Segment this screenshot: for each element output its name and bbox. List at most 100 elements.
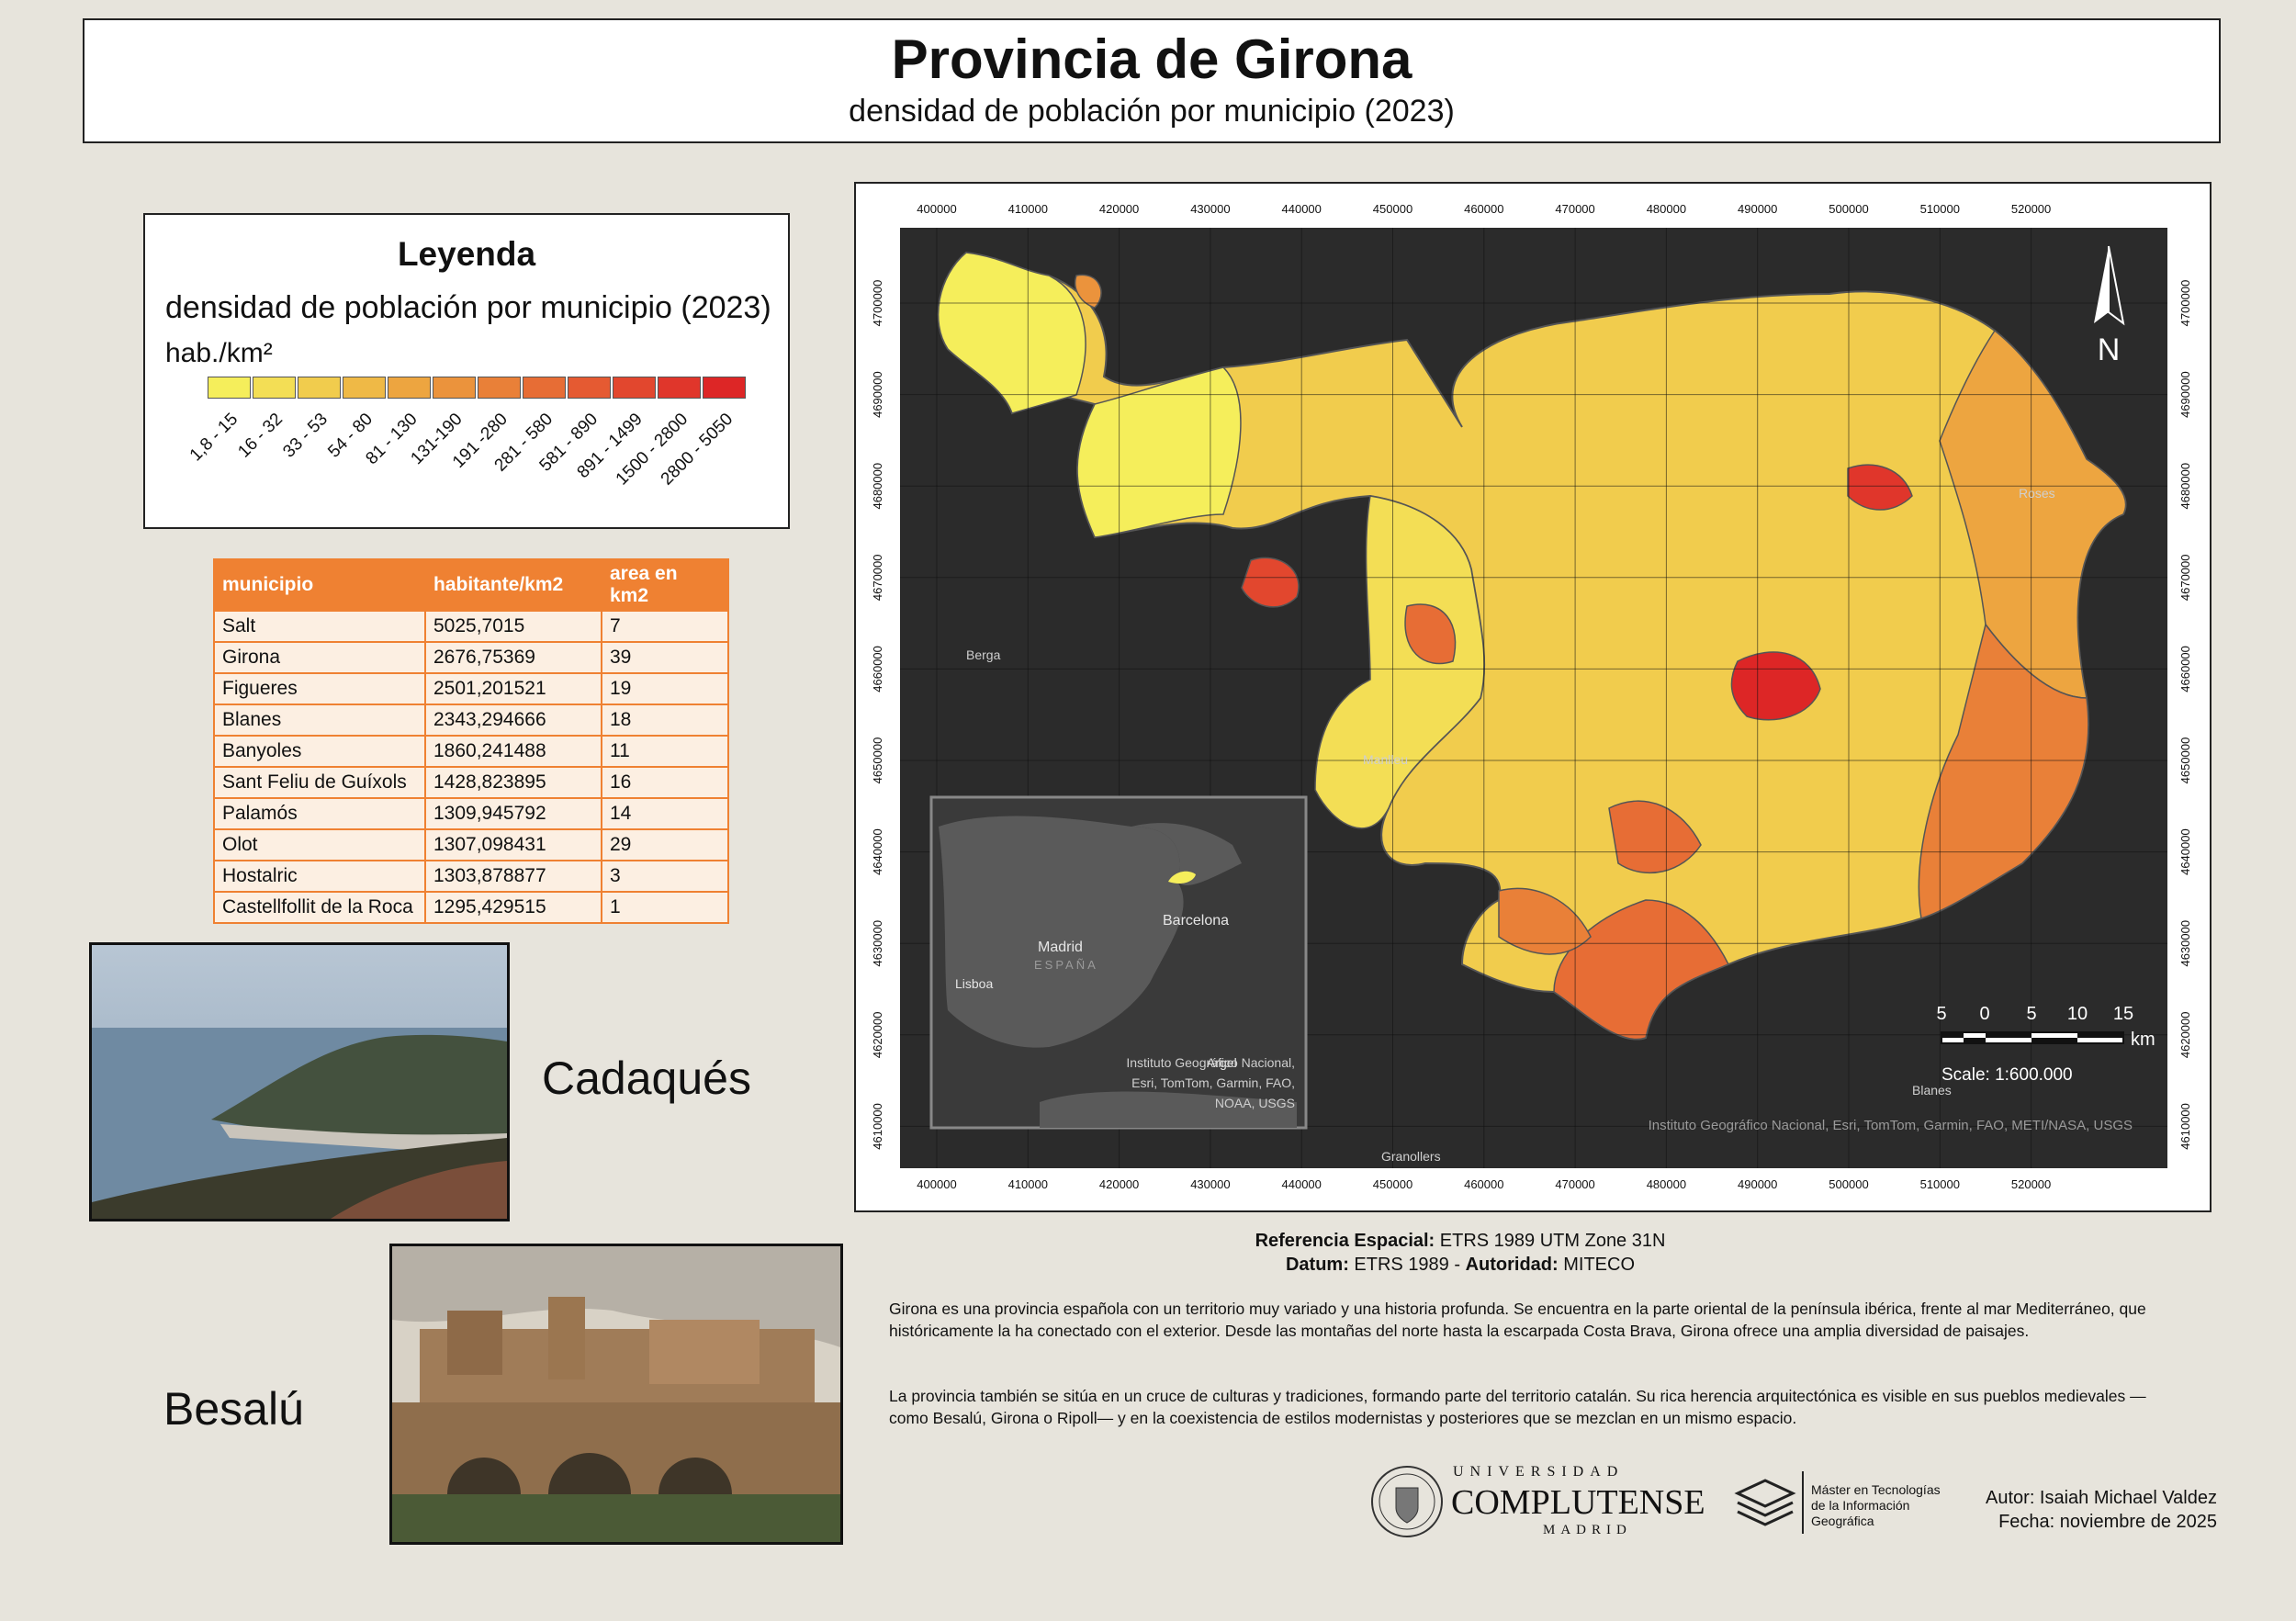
- table-cell: 3: [601, 860, 729, 893]
- table-row: Olot 1307,098431 29: [213, 828, 729, 861]
- master-line-2: de la Información: [1811, 1498, 1910, 1513]
- datum-label: Datum:: [1285, 1255, 1349, 1275]
- inset-map: Madrid ESPAÑA Lisboa Barcelona Argel Ins…: [929, 795, 1308, 1130]
- scale-text: Scale: 1:600.000: [1941, 1065, 2073, 1085]
- x-tick-label: 510000: [1920, 202, 1960, 216]
- legend-unit: hab./km²: [165, 338, 273, 368]
- table-cell: 1307,098431: [424, 828, 602, 861]
- datum-value: ETRS 1989 -: [1348, 1255, 1466, 1275]
- y-tick-label: 4690000: [871, 371, 884, 418]
- table-cell: 1295,429515: [424, 891, 602, 924]
- density-map[interactable]: 400000 400000 410000 410000 420000 420000 4300…: [856, 184, 2210, 1210]
- table-row: Hostalric 1303,878877 3: [213, 860, 729, 893]
- coordinate-grid: [900, 228, 2167, 1168]
- y-tick-label: 4620000: [871, 1011, 884, 1058]
- legend-class-label: 33 - 53: [279, 410, 332, 462]
- scale-tick-label: 10: [2067, 1004, 2088, 1024]
- inset-label-lisboa: Lisboa: [955, 976, 993, 991]
- description-paragraph-2: La provincia también se sitúa en un cruc…: [889, 1387, 2146, 1427]
- x-tick-label: 460000: [1464, 1177, 1503, 1191]
- x-tick-label: 520000: [2011, 1177, 2051, 1191]
- place-label: Berga: [966, 647, 1001, 662]
- legend-swatch: [208, 377, 251, 399]
- table-cell: 1303,878877: [424, 860, 602, 893]
- besalu-label: Besalú: [163, 1383, 304, 1435]
- map-attribution: Instituto Geográfico Nacional, Esri, Tom…: [1649, 1118, 2133, 1133]
- column-header: habitante/km2: [424, 558, 602, 612]
- table-cell: 29: [601, 828, 729, 861]
- cadaques-photo: [89, 942, 510, 1221]
- spatial-reference: Referencia Espacial: ETRS 1989 UTM Zone …: [1102, 1229, 1818, 1277]
- reference-label: Referencia Espacial:: [1255, 1231, 1435, 1251]
- y-tick-label: 4700000: [871, 280, 884, 327]
- y-tick-label: 4660000: [871, 646, 884, 692]
- x-tick-label: 510000: [1920, 1177, 1960, 1191]
- x-tick-label: 460000: [1464, 202, 1503, 216]
- x-tick-label: 480000: [1647, 1177, 1686, 1191]
- master-line-1: Máster en Tecnologías: [1811, 1482, 1941, 1497]
- page-title: Provincia de Girona: [891, 28, 1412, 90]
- municipio-table: municipio habitante/km2 area en km2 Salt…: [213, 558, 729, 924]
- master-line-3: Geográfica: [1811, 1514, 1874, 1528]
- y-tick-label: 4700000: [2178, 280, 2192, 327]
- credits: Autor: Isaiah Michael Valdez Fecha: novi…: [1986, 1486, 2217, 1534]
- inset-label-espana: ESPAÑA: [1034, 958, 1098, 972]
- authority-label: Autoridad:: [1465, 1255, 1559, 1275]
- besalu-photo: [389, 1244, 843, 1545]
- scale-tick-label: 5: [2026, 1004, 2036, 1024]
- x-tick-label: 490000: [1738, 1177, 1777, 1191]
- page-subtitle: densidad de población por municipio (202…: [849, 94, 1455, 129]
- table-cell: Banyoles: [213, 735, 426, 768]
- scale-tick-label: 5: [1936, 1004, 1946, 1024]
- table-cell: 1428,823895: [424, 766, 602, 799]
- scale-tick-label: 0: [1979, 1004, 1989, 1024]
- x-tick-label: 400000: [917, 202, 956, 216]
- table-row: Banyoles 1860,241488 11: [213, 735, 729, 768]
- x-tick-label: 410000: [1008, 1177, 1048, 1191]
- map-frame: 400000 400000 410000 410000 420000 420000 4300…: [854, 182, 2212, 1212]
- legend-swatch: [298, 377, 341, 399]
- inset-label-barcelona: Barcelona: [1163, 913, 1229, 929]
- ucm-top-text: UNIVERSIDAD: [1453, 1464, 1625, 1480]
- north-label: N: [2098, 332, 2121, 367]
- table-cell: 14: [601, 797, 729, 830]
- besalu-image: [392, 1246, 840, 1542]
- ucm-logo: UNIVERSIDAD COMPLUTENSE MADRID: [1368, 1460, 1705, 1543]
- table-cell: 5025,7015: [424, 610, 602, 643]
- y-tick-label: 4670000: [2178, 554, 2192, 601]
- x-tick-label: 490000: [1738, 202, 1777, 216]
- authority-value: MITECO: [1558, 1255, 1636, 1275]
- legend-swatch: [523, 377, 566, 399]
- x-tick-label: 520000: [2011, 202, 2051, 216]
- description-paragraph-1: Girona es una provincia española con un …: [889, 1300, 2146, 1340]
- place-label: Granollers: [1381, 1149, 1441, 1164]
- layers-icon: [1734, 1479, 1796, 1526]
- legend-swatch: [568, 377, 611, 399]
- legend-swatch: [658, 377, 701, 399]
- x-tick-label: 450000: [1373, 202, 1412, 216]
- x-tick-label: 440000: [1282, 1177, 1322, 1191]
- ucm-bottom-text: MADRID: [1543, 1523, 1632, 1537]
- table-cell: 1860,241488: [424, 735, 602, 768]
- table-cell: 39: [601, 641, 729, 674]
- column-header: municipio: [213, 558, 426, 612]
- x-tick-label: 470000: [1555, 1177, 1594, 1191]
- date: Fecha: noviembre de 2025: [1998, 1512, 2217, 1532]
- inset-attribution-3: NOAA, USGS: [1215, 1096, 1295, 1110]
- cadaques-label: Cadaqués: [542, 1053, 751, 1104]
- table-row: Sant Feliu de Guíxols 1428,823895 16: [213, 766, 729, 799]
- y-tick-label: 4610000: [871, 1103, 884, 1150]
- table-cell: 16: [601, 766, 729, 799]
- inset-attribution-1: Instituto Geográfico Nacional,: [1126, 1055, 1295, 1070]
- table-cell: 1309,945792: [424, 797, 602, 830]
- y-tick-label: 4680000: [2178, 463, 2192, 510]
- table-cell: 2676,75369: [424, 641, 602, 674]
- x-tick-label: 500000: [1829, 202, 1868, 216]
- x-tick-label: 470000: [1555, 202, 1594, 216]
- legend-color-ramp: [208, 377, 748, 399]
- x-tick-label: 440000: [1282, 202, 1322, 216]
- table-row: Figueres 2501,201521 19: [213, 672, 729, 705]
- table-cell: 18: [601, 704, 729, 737]
- inset-label-madrid: Madrid: [1038, 940, 1083, 955]
- y-tick-label: 4670000: [871, 554, 884, 601]
